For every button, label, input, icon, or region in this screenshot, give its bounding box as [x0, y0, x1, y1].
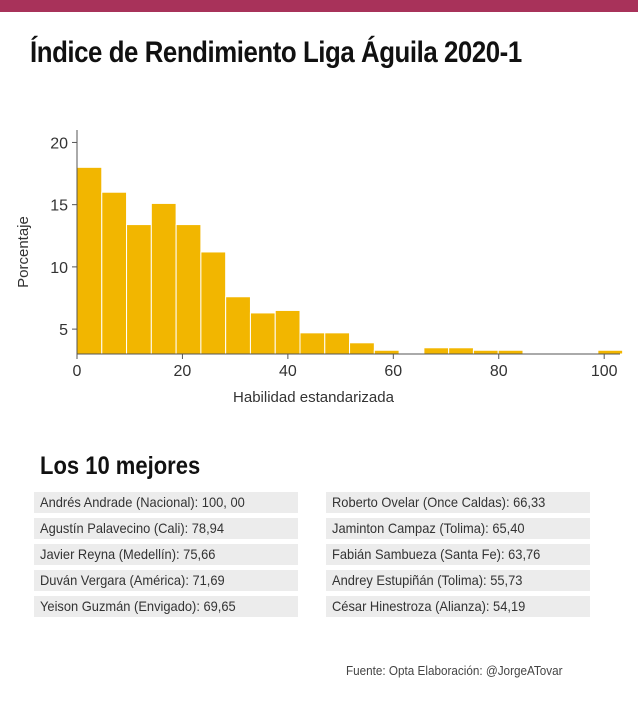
list-item: Jaminton Campaz (Tolima): 65,40	[326, 518, 590, 539]
x-tick-label: 100	[591, 363, 618, 380]
histogram-bar	[101, 191, 128, 355]
top-accent-bar	[0, 0, 638, 12]
histogram-bar	[497, 349, 524, 355]
top10-list-right: Roberto Ovelar (Once Caldas): 66,33 Jami…	[326, 492, 590, 622]
list-item: Javier Reyna (Medellín): 75,66	[34, 544, 298, 565]
histogram-bar	[200, 251, 227, 355]
histogram-bar	[448, 347, 474, 355]
histogram-bar	[299, 332, 326, 355]
x-tick-label: 20	[174, 363, 192, 380]
source-credit: Fuente: Opta Elaboración: @JorgeATovar	[346, 663, 563, 678]
histogram-bar	[349, 342, 375, 355]
histogram-bar	[324, 332, 351, 355]
list-item: Agustín Palavecino (Cali): 78,94	[34, 518, 298, 539]
list-item: Duván Vergara (América): 71,69	[34, 570, 298, 591]
list-item: César Hinestroza (Alianza): 54,19	[326, 596, 590, 617]
x-axis-label: Habilidad estandarizada	[233, 389, 395, 406]
histogram-bar	[472, 349, 499, 355]
histogram-bar	[373, 349, 400, 355]
histogram-bar	[225, 296, 251, 355]
y-tick-label: 15	[50, 198, 68, 215]
y-axis-label: Porcentaje	[15, 216, 32, 288]
top10-list-left: Andrés Andrade (Nacional): 100, 00 Agust…	[34, 492, 298, 622]
list-item: Andrey Estupiñán (Tolima): 55,73	[326, 570, 590, 591]
histogram-bar	[175, 224, 202, 355]
x-tick-label: 60	[384, 363, 402, 380]
histogram-bar	[76, 166, 103, 355]
x-tick-label: 80	[490, 363, 508, 380]
histogram-bar	[597, 349, 624, 355]
list-item: Andrés Andrade (Nacional): 100, 00	[34, 492, 298, 513]
histogram-bar	[126, 224, 152, 355]
y-tick-label: 20	[50, 135, 68, 152]
page-title: Índice de Rendimiento Liga Águila 2020-1	[30, 36, 522, 69]
y-tick-label: 10	[50, 260, 68, 277]
histogram-bar	[150, 202, 177, 355]
histogram-bar	[249, 312, 276, 355]
list-item: Roberto Ovelar (Once Caldas): 66,33	[326, 492, 590, 513]
histogram-bar	[274, 309, 301, 355]
histogram-chart: 5 10 15 20 0 20 40 60 80 100 Habilidad estandariza…	[15, 130, 624, 406]
top10-heading: Los 10 mejores	[40, 452, 201, 480]
histogram-bar	[423, 347, 450, 355]
y-tick-label: 5	[59, 322, 68, 339]
x-tick-label: 0	[73, 363, 82, 380]
list-item: Fabián Sambueza (Santa Fe): 63,76	[326, 544, 590, 565]
x-tick-label: 40	[279, 363, 297, 380]
list-item: Yeison Guzmán (Envigado): 69,65	[34, 596, 298, 617]
